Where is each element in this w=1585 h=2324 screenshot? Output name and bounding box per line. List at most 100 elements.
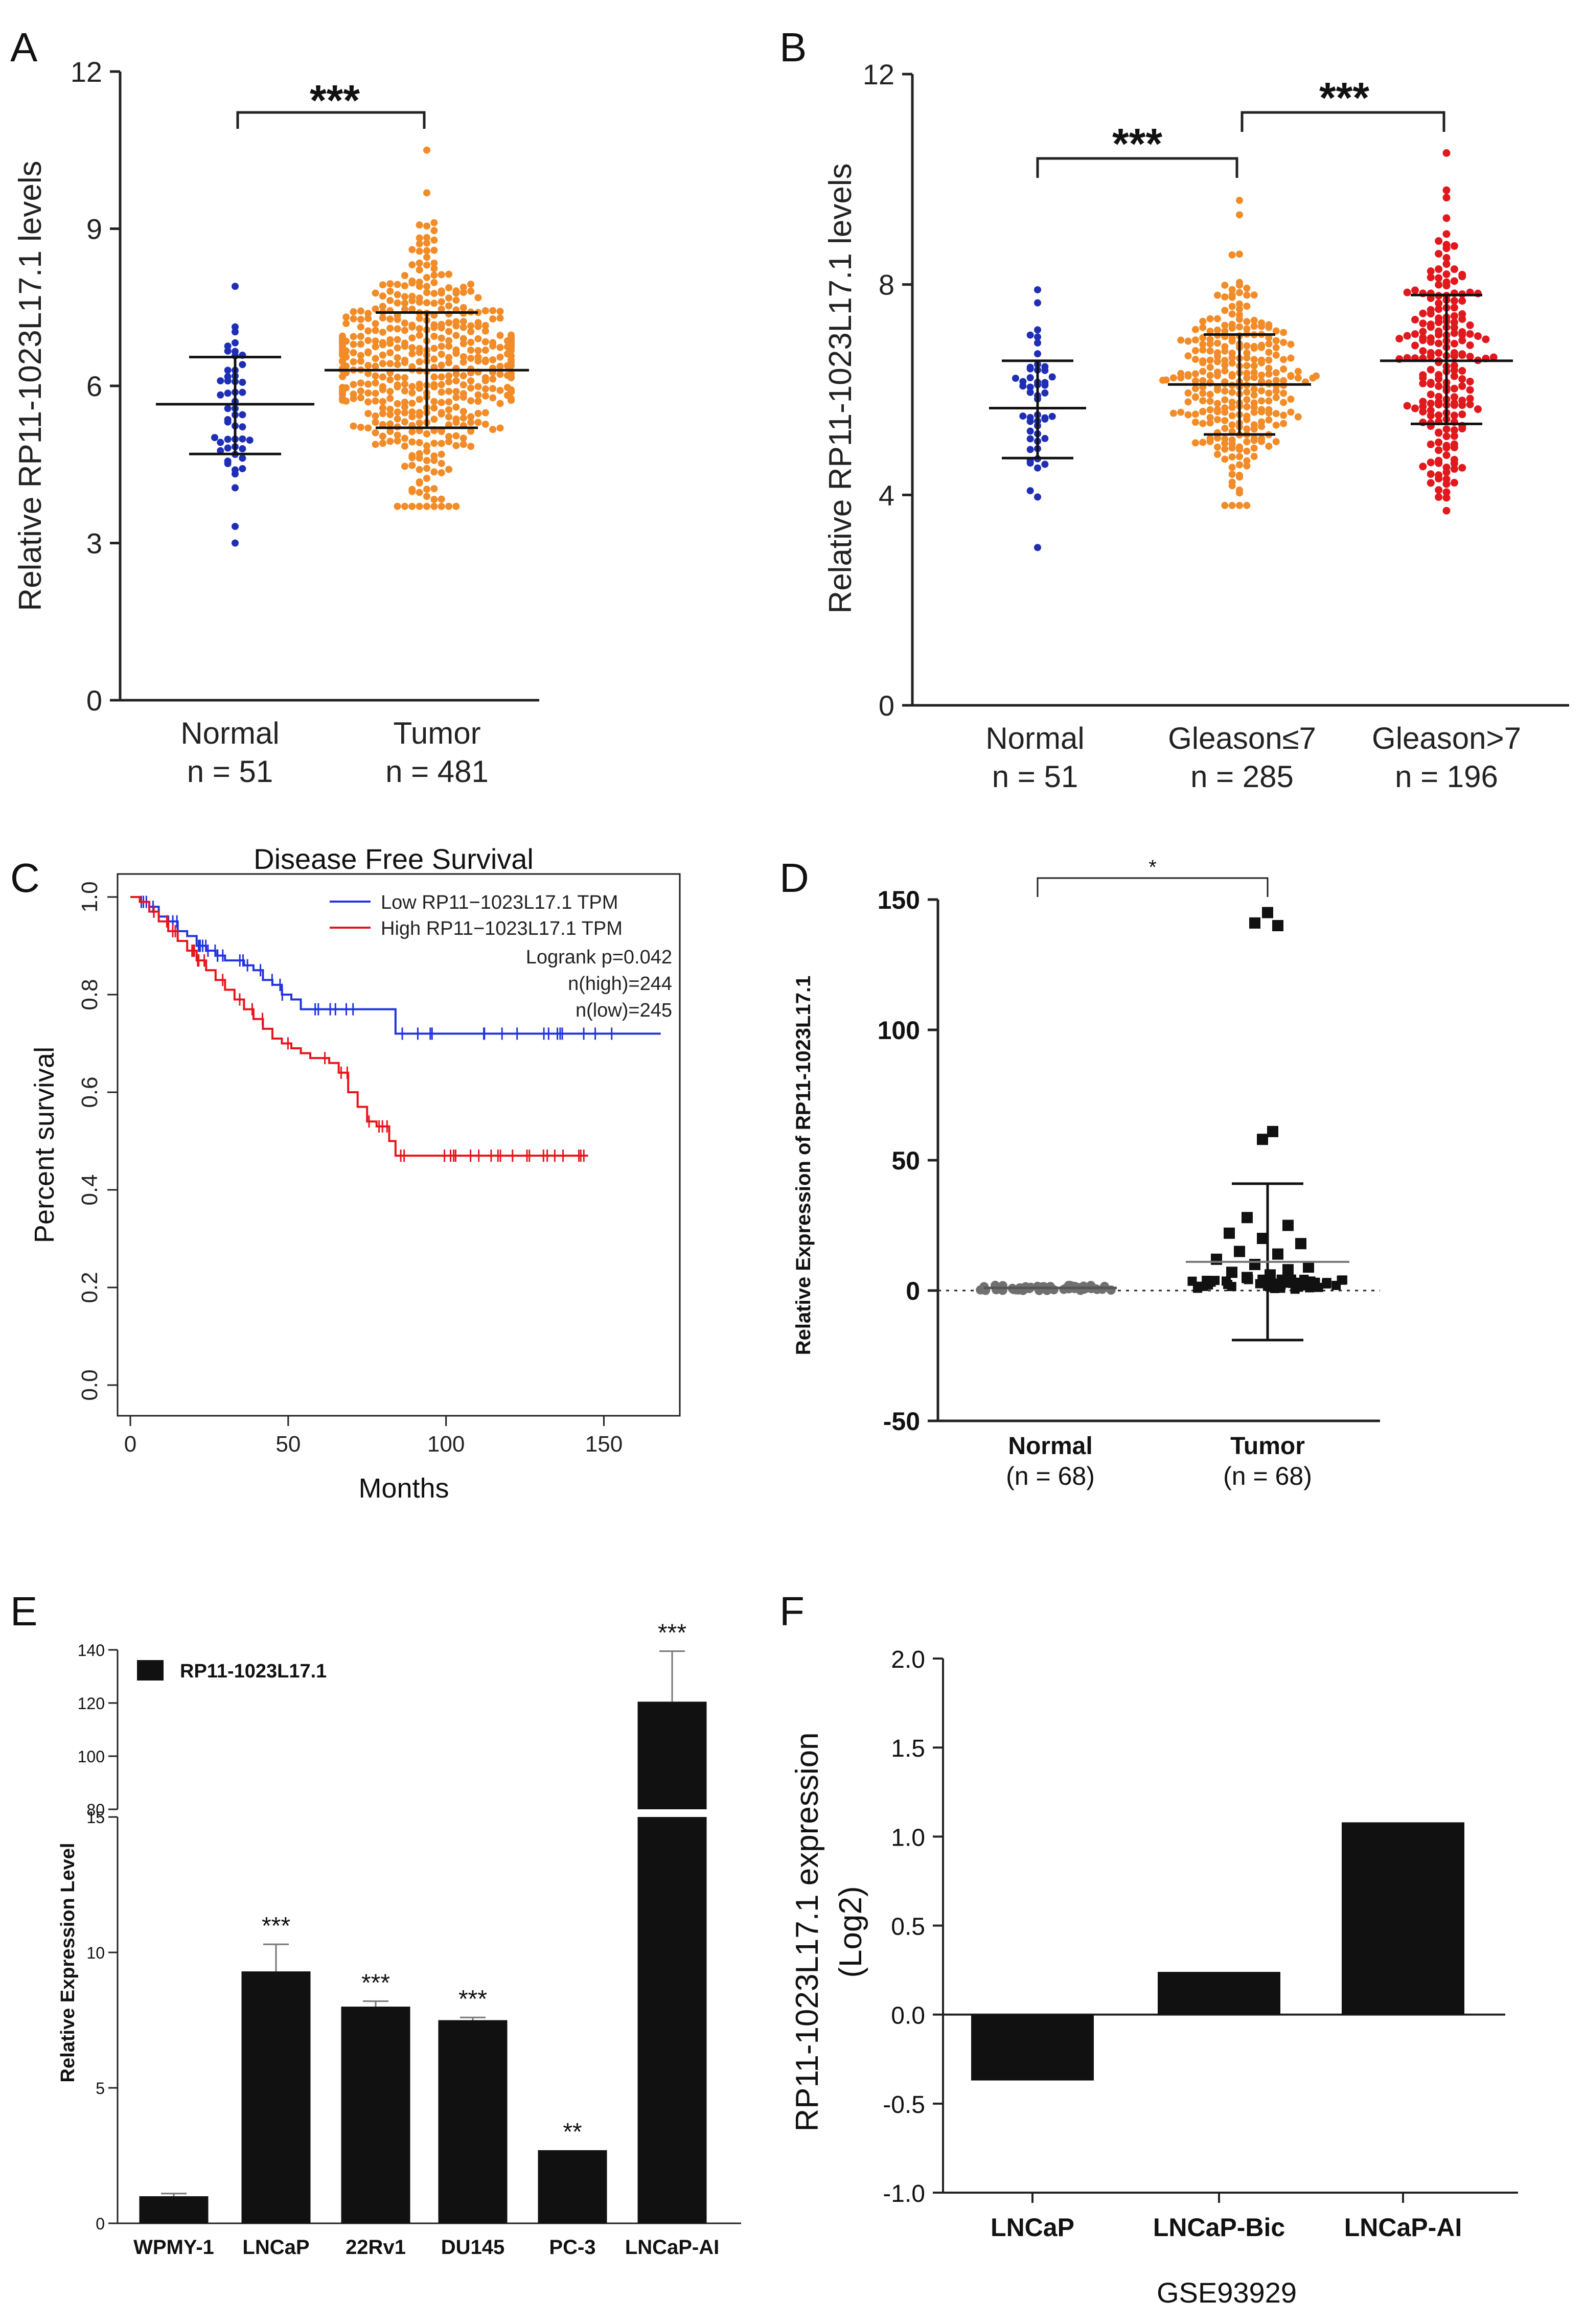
- panel-a-tumor-point-58: [416, 298, 423, 306]
- panel-e-bar-5-upper: [637, 1701, 707, 1809]
- panel-b-gleason-low-point-55: [1199, 334, 1207, 341]
- panel-b-gleason-high-point-92: [1427, 353, 1435, 361]
- panel-b-gleason-high-point-172: [1450, 443, 1458, 451]
- panel-a-tumor-point-467: [423, 493, 430, 500]
- panel-b-gleason-low-point-92: [1265, 356, 1273, 364]
- panel-a-tumor-point-110: [350, 315, 357, 323]
- panel-b-gleason-low-point-283: [1243, 501, 1251, 509]
- panel-b-gleason-high-point-163: [1442, 432, 1451, 441]
- panel-a-tumor-point-375: [386, 405, 394, 413]
- panel-a-tumor-point-180: [467, 347, 475, 354]
- panel-b-gleason-low-point-25: [1243, 318, 1251, 326]
- panel-a-tumor-point-326: [489, 385, 497, 393]
- panel-a-tumor-point-60: [408, 297, 416, 305]
- panel-d-x-label-tumor: Tumor: [1230, 1433, 1305, 1460]
- panel-a-tumor-point-100: [386, 315, 394, 323]
- panel-letter-a: A: [10, 25, 38, 70]
- panel-c-y-tick-label-3: 0.6: [77, 1076, 102, 1108]
- panel-a-normal-point-30: [239, 423, 246, 431]
- panel-a-tumor-point-121: [452, 322, 460, 330]
- panel-d-normal-point-58: [977, 1284, 987, 1294]
- panel-b-gleason-low-point-44: [1191, 326, 1199, 333]
- panel-a-x-label-tumor: Tumor: [393, 716, 480, 750]
- panel-b-gleason-low-point-68: [1280, 338, 1288, 346]
- panel-a-tumor-point-412: [357, 423, 364, 431]
- panel-b-gleason-high-point-62: [1419, 328, 1427, 336]
- panel-b-gleason-high-point-21: [1458, 272, 1466, 281]
- panel-b-gleason-low-point-255: [1206, 438, 1214, 445]
- panel-a-tumor-point-427: [379, 432, 386, 440]
- panel-a-tumor-point-87: [489, 307, 497, 314]
- panel-a-tumor-point-230: [508, 352, 515, 360]
- panel-e-x-tick-label-5: LNCaP-AI: [625, 2236, 719, 2259]
- panel-b-gleason-low-point-85: [1228, 354, 1236, 361]
- panel-a-tumor-point-324: [481, 385, 489, 393]
- panel-f-y-tick-label-5: 1.5: [891, 1735, 925, 1762]
- panel-a-tumor-point-435: [401, 442, 408, 450]
- panel-b-normal-point-42: [1026, 446, 1034, 453]
- panel-a-tumor-point-434: [438, 440, 445, 447]
- panel-b-y-label: Relative RP11-1023L17.1 levels: [823, 163, 858, 613]
- panel-a-normal-point-0: [232, 283, 239, 290]
- panel-a-tumor-point-106: [364, 315, 372, 323]
- panel-a-tumor-point-178: [460, 340, 467, 348]
- panel-b-gleason-high-point-143: [1411, 404, 1419, 412]
- panel-a-tumor-point-175: [394, 344, 401, 352]
- panel-a-tumor-point-463: [423, 486, 430, 493]
- panel-b-gleason-high-point-12: [1442, 270, 1451, 278]
- panel-a-tumor-point-166: [339, 334, 346, 342]
- panel-a-tumor-point-408: [372, 419, 379, 426]
- panel-a-tumor-point-224: [496, 353, 504, 361]
- panel-a-tumor-point-61: [438, 298, 445, 306]
- panel-a-tumor-point-115: [430, 324, 438, 331]
- panel-a-tumor-point-22: [423, 273, 430, 281]
- panel-b-gleason-low-point-120: [1191, 370, 1199, 378]
- panel-a-tumor-point-167: [508, 331, 515, 339]
- panel-b-gleason-low-point-108: [1199, 359, 1207, 366]
- panel-b-gleason-low-point-273: [1243, 462, 1251, 470]
- panel-a-tumor-point-130: [357, 323, 364, 331]
- panel-b-gleason-low-point-282: [1228, 501, 1236, 509]
- panel-a-tumor-point-62: [401, 300, 408, 307]
- panel-a-tumor-point-269: [460, 372, 467, 380]
- panel-e-x-tick-label-2: 22Rv1: [346, 2236, 406, 2259]
- panel-a-tumor-point-14: [408, 246, 416, 254]
- panel-b-gleason-low-point-27: [1250, 316, 1258, 324]
- panel-b-gleason-high-point-45: [1450, 312, 1458, 320]
- panel-b-gleason-low-point-106: [1206, 363, 1214, 371]
- panel-b-gleason-low-point-270: [1213, 451, 1221, 458]
- panel-b-gleason-low-point-251: [1221, 440, 1229, 447]
- panel-c-y-tick-label-1: 0.2: [77, 1272, 102, 1303]
- panel-d-chart: -50 0 50 100 150 Relative Expression of RP11…: [792, 856, 1380, 1490]
- panel-b-gleason-low-point-130: [1250, 374, 1258, 381]
- panel-a-tumor-point-211: [394, 354, 401, 361]
- panel-a-tumor-point-240: [386, 360, 394, 367]
- panel-a-tumor-point-118: [401, 327, 408, 334]
- panel-b-gleason-low-point-101: [1243, 362, 1251, 370]
- panel-a-tumor-point-258: [339, 357, 346, 365]
- panel-a-normal-point-24: [224, 405, 232, 412]
- panel-b-gleason-low-point-107: [1265, 364, 1273, 372]
- panel-b-gleason-low-point-218: [1169, 409, 1177, 417]
- panel-b-gleason-low-point-115: [1258, 371, 1266, 379]
- panel-a-tumor-point-433: [408, 438, 416, 446]
- panel-b-gleason-low-point-183: [1206, 398, 1214, 405]
- panel-b-normal-point-48: [1034, 493, 1041, 501]
- panel-a-tumor-point-444: [423, 447, 430, 455]
- panel-a-tumor-point-347: [386, 395, 394, 402]
- panel-e-y-label: Relative Expression Level: [57, 1843, 79, 2083]
- panel-c-y-tick-label-2: 0.4: [77, 1174, 102, 1205]
- panel-b-gleason-low-point-121: [1280, 365, 1288, 373]
- panel-a-tumor-point-108: [357, 315, 364, 323]
- panel-b-gleason-low-point-214: [1184, 411, 1192, 419]
- panel-b-gleason-low-point-193: [1243, 403, 1251, 410]
- panel-b-gleason-high-point-53: [1458, 315, 1466, 323]
- panel-a-tumor-point-150: [350, 333, 357, 340]
- panel-a-tumor-point-313: [401, 387, 408, 395]
- panel-c-legend-low-label: Low RP11−1023L17.1 TPM: [381, 892, 618, 913]
- panel-a-tumor-point-333: [339, 384, 346, 392]
- panel-a-tumor-point-170: [430, 344, 438, 352]
- panel-d-tumor-high-point-3: [1267, 1125, 1278, 1137]
- panel-b-gleason-low-point-229: [1272, 421, 1280, 429]
- panel-b-gleason-low-point-284: [1221, 501, 1229, 509]
